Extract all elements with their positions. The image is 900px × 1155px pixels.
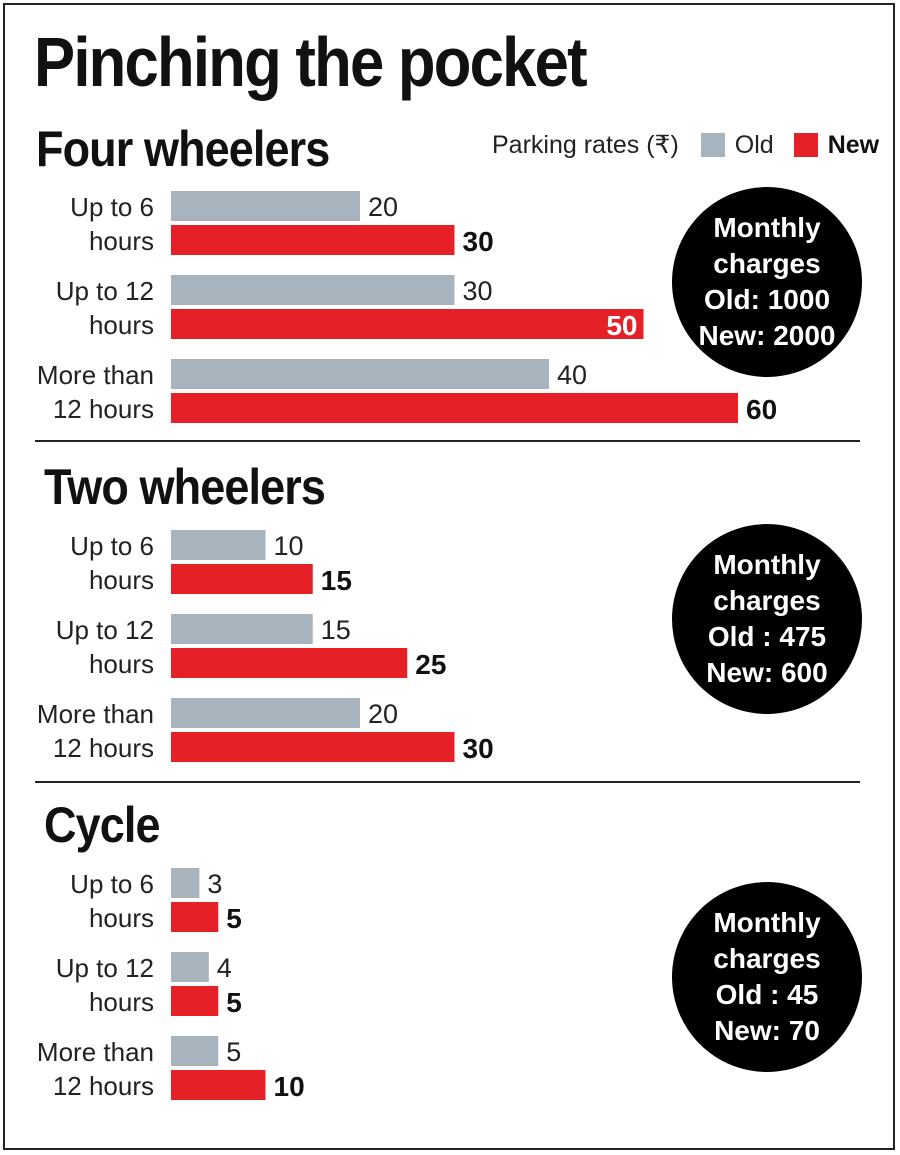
legend-label: Parking rates (₹) <box>492 131 679 159</box>
monthly-charges-badge-cycle: Monthly charges Old : 45 New: 70 <box>672 882 862 1072</box>
legend: Parking rates (₹) Old New <box>492 128 879 162</box>
old-rate-value: 20 <box>368 699 398 729</box>
category-label: Up to 6 <box>70 869 154 899</box>
old-rate-value: 10 <box>274 531 304 561</box>
new-rate-value: 30 <box>463 733 494 764</box>
monthly-charges-badge-two-wheelers: Monthly charges Old : 475 New: 600 <box>672 524 862 714</box>
category-label: Up to 6 <box>70 192 154 222</box>
new-rate-bar <box>171 393 738 423</box>
old-rate-value: 30 <box>463 276 493 306</box>
category-label: hours <box>89 226 154 256</box>
new-rate-bar <box>171 902 219 932</box>
category-label: hours <box>89 565 154 595</box>
category-label: More than <box>37 1037 154 1067</box>
new-rate-value: 10 <box>274 1071 305 1102</box>
new-rate-value: 25 <box>415 649 446 680</box>
badge-new-value: New: 2000 <box>698 320 836 351</box>
old-rate-bar <box>171 530 266 560</box>
category-label: More than <box>37 699 154 729</box>
old-rate-value: 5 <box>226 1037 241 1067</box>
badge-line-1: Monthly <box>713 549 821 580</box>
category-label: More than <box>37 360 154 390</box>
section-title-two-wheelers: Two wheelers <box>44 459 326 515</box>
badge-line-1: Monthly <box>713 907 821 938</box>
old-rate-bar <box>171 614 313 644</box>
category-label: hours <box>89 310 154 340</box>
badge-old-value: Old: 1000 <box>703 284 831 315</box>
new-rate-bar <box>171 564 313 594</box>
badge-line-1: Monthly <box>713 212 821 243</box>
category-label: hours <box>89 987 154 1017</box>
legend-new-swatch <box>793 133 818 157</box>
section-title-cycle: Cycle <box>44 797 160 853</box>
old-rate-bar <box>171 868 200 898</box>
new-rate-bar <box>171 309 644 339</box>
new-rate-value: 30 <box>463 226 494 257</box>
old-rate-bar <box>171 275 455 305</box>
new-rate-bar <box>171 732 455 762</box>
new-rate-bar <box>171 986 219 1016</box>
badge-line-2: charges <box>713 585 821 616</box>
category-label: Up to 6 <box>70 531 154 561</box>
monthly-charges-badge-four-wheelers: Monthly charges Old: 1000 New: 2000 <box>672 187 862 377</box>
category-label: hours <box>89 649 154 679</box>
badge-new-value: New: 600 <box>706 657 828 688</box>
new-rate-value: 15 <box>321 565 352 596</box>
old-rate-value: 4 <box>217 953 232 983</box>
badge-line-2: charges <box>713 943 821 974</box>
old-rate-value: 20 <box>368 192 398 222</box>
legend-old-swatch <box>700 133 725 157</box>
badge-line-2: charges <box>713 248 821 279</box>
category-label: 12 hours <box>53 1071 154 1101</box>
new-rate-value: 60 <box>746 394 777 425</box>
category-label: Up to 12 <box>56 615 154 645</box>
badge-new-value: New: 70 <box>714 1015 820 1046</box>
new-rate-value: 50 <box>606 310 637 341</box>
section-divider <box>35 781 860 783</box>
old-rate-value: 15 <box>321 615 351 645</box>
category-label: 12 hours <box>53 394 154 424</box>
legend-new-label: New <box>827 130 880 159</box>
section-divider <box>35 440 860 442</box>
infographic-frame <box>3 3 895 1150</box>
category-label: hours <box>89 903 154 933</box>
category-label: Up to 12 <box>56 276 154 306</box>
old-rate-value: 3 <box>207 869 222 899</box>
old-rate-bar <box>171 952 209 982</box>
new-rate-value: 5 <box>226 903 242 934</box>
legend-old-label: Old <box>734 130 774 159</box>
badge-old-value: Old : 45 <box>715 979 819 1010</box>
old-rate-value: 40 <box>557 360 587 390</box>
old-rate-bar <box>171 698 360 728</box>
page-title: Pinching the pocket <box>34 23 588 101</box>
old-rate-bar <box>171 359 549 389</box>
old-rate-bar <box>171 1036 219 1066</box>
new-rate-bar <box>171 1070 266 1100</box>
badge-old-value: Old : 475 <box>707 621 827 652</box>
category-label: Up to 12 <box>56 953 154 983</box>
new-rate-bar <box>171 648 408 678</box>
category-label: 12 hours <box>53 733 154 763</box>
new-rate-value: 5 <box>226 987 242 1018</box>
new-rate-bar <box>171 225 455 255</box>
section-title-four-wheelers: Four wheelers <box>36 121 330 177</box>
old-rate-bar <box>171 191 360 221</box>
